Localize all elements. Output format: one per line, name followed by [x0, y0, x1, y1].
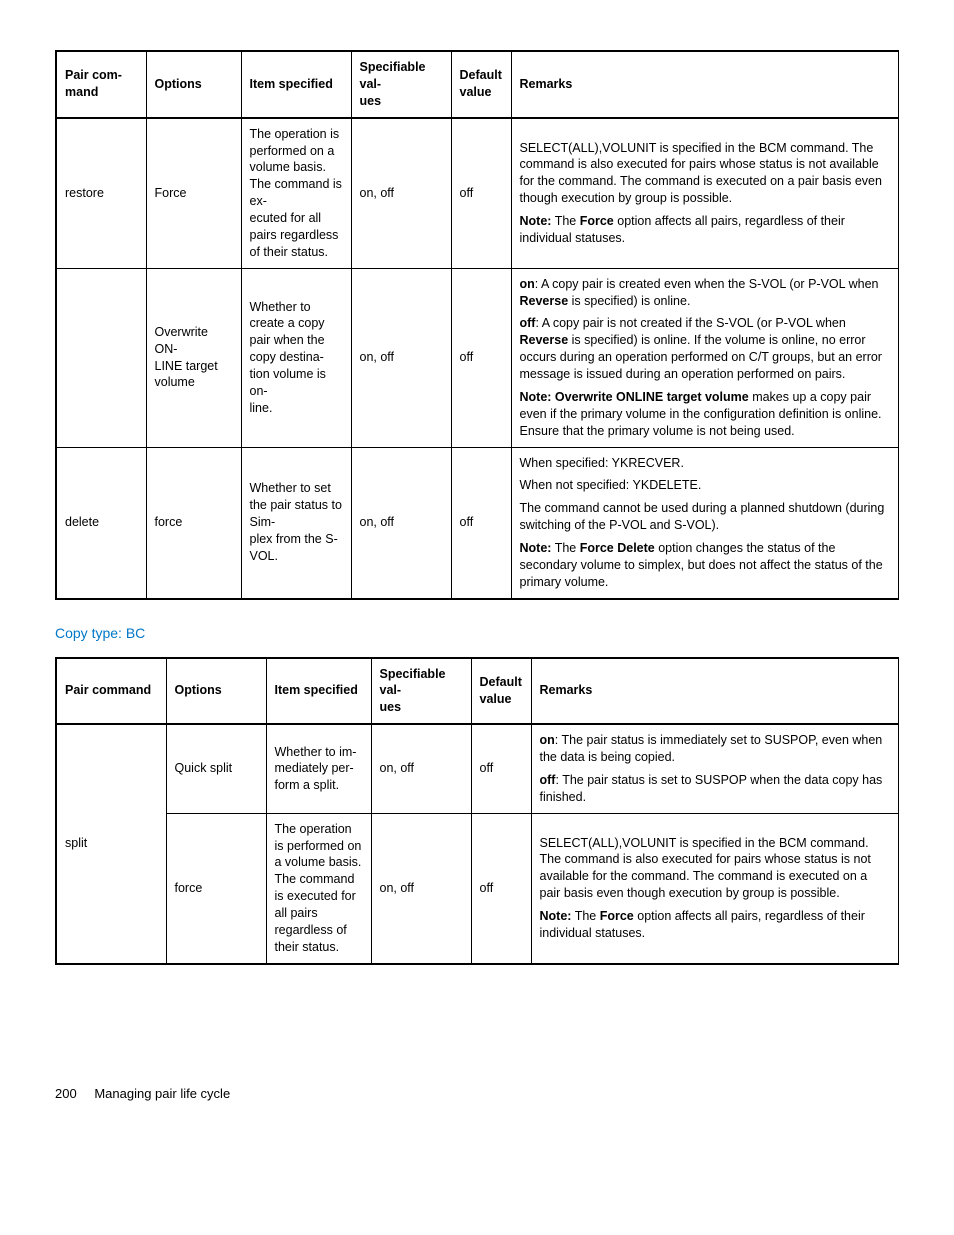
cell-opt: Quick split: [166, 724, 266, 813]
page-title: Managing pair life cycle: [94, 1086, 230, 1101]
column-header: Default value: [451, 51, 511, 118]
column-header: Remarks: [531, 658, 899, 725]
cell-item: The operation is performed on a volume b…: [266, 813, 371, 964]
table-row: forceThe operation is performed on a vol…: [56, 813, 899, 964]
cell-remarks: SELECT(ALL),VOLUNIT is specified in the …: [531, 813, 899, 964]
cell-remarks: on: A copy pair is created even when the…: [511, 268, 899, 447]
table-row: splitQuick splitWhether to im- mediately…: [56, 724, 899, 813]
cell-def: off: [471, 724, 531, 813]
cell-def: off: [451, 268, 511, 447]
column-header: Options: [166, 658, 266, 725]
cell-pair-command: split: [56, 724, 166, 964]
column-header: Default value: [471, 658, 531, 725]
cell-pair-command: delete: [56, 447, 146, 599]
column-header: Item specified: [266, 658, 371, 725]
table-1: Pair com- mandOptionsItem specifiedSpeci…: [55, 50, 899, 600]
cell-pair-command: [56, 268, 146, 447]
column-header: Item specified: [241, 51, 351, 118]
section-heading-copy-type: Copy type: BC: [55, 624, 899, 643]
column-header: Pair com- mand: [56, 51, 146, 118]
cell-item: The operation is performed on a volume b…: [241, 118, 351, 269]
table-row: deleteforceWhether to set the pair statu…: [56, 447, 899, 599]
cell-pair-command: restore: [56, 118, 146, 269]
column-header: Specifiable val- ues: [371, 658, 471, 725]
table-row: Overwrite ON- LINE target volumeWhether …: [56, 268, 899, 447]
cell-item: Whether to set the pair status to Sim- p…: [241, 447, 351, 599]
cell-item: Whether to create a copy pair when the c…: [241, 268, 351, 447]
column-header: Remarks: [511, 51, 899, 118]
cell-vals: on, off: [371, 724, 471, 813]
column-header: Options: [146, 51, 241, 118]
cell-def: off: [471, 813, 531, 964]
cell-remarks: on: The pair status is immediately set t…: [531, 724, 899, 813]
cell-def: off: [451, 118, 511, 269]
column-header: Specifiable val- ues: [351, 51, 451, 118]
cell-opt: Overwrite ON- LINE target volume: [146, 268, 241, 447]
cell-opt: force: [146, 447, 241, 599]
cell-vals: on, off: [351, 447, 451, 599]
cell-vals: on, off: [351, 268, 451, 447]
column-header: Pair command: [56, 658, 166, 725]
cell-vals: on, off: [371, 813, 471, 964]
page-footer: 200 Managing pair life cycle: [55, 1085, 899, 1103]
cell-opt: Force: [146, 118, 241, 269]
cell-vals: on, off: [351, 118, 451, 269]
cell-opt: force: [166, 813, 266, 964]
cell-remarks: SELECT(ALL),VOLUNIT is specified in the …: [511, 118, 899, 269]
page-number: 200: [55, 1086, 77, 1101]
table-row: restoreForceThe operation is performed o…: [56, 118, 899, 269]
cell-remarks: When specified: YKRECVER.When not specif…: [511, 447, 899, 599]
cell-item: Whether to im- mediately per- form a spl…: [266, 724, 371, 813]
table-2: Pair commandOptionsItem specifiedSpecifi…: [55, 657, 899, 965]
cell-def: off: [451, 447, 511, 599]
